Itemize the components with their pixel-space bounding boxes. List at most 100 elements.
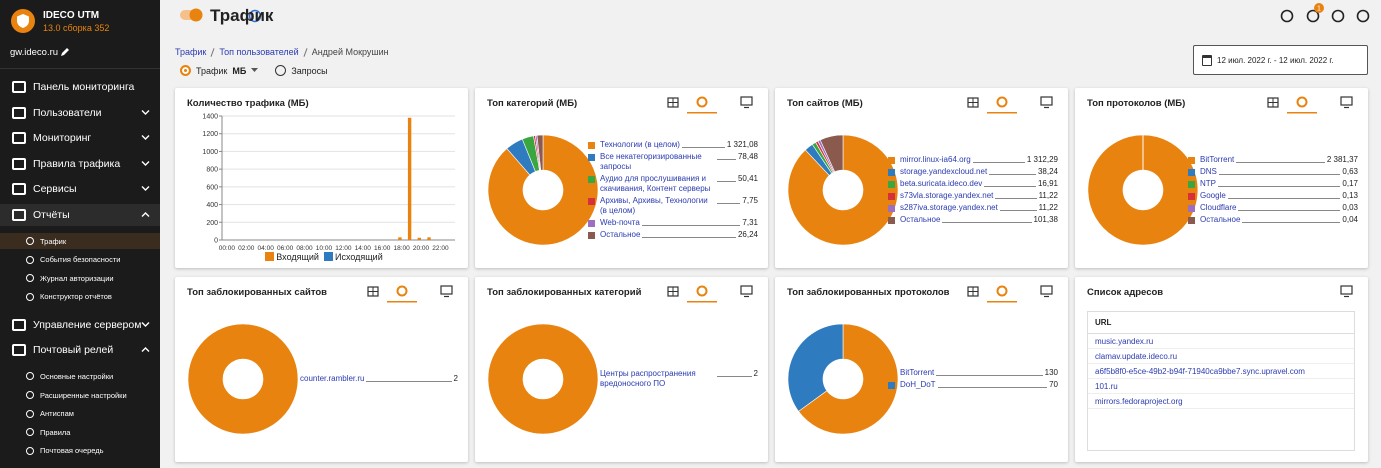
menu-item[interactable]: Почтовый релей <box>0 339 160 361</box>
legend-row[interactable]: s287iva.storage.yandex.net 11,22 <box>888 203 1058 213</box>
menu-item[interactable]: Мониторинг <box>0 127 160 149</box>
tab-chart[interactable] <box>987 96 1017 114</box>
legend-leader <box>717 369 752 377</box>
breadcrumb[interactable]: Трафик <box>175 47 207 57</box>
tab-chart[interactable] <box>987 285 1017 303</box>
menu-item[interactable]: Правила трафика <box>0 153 160 175</box>
chevron <box>141 109 150 115</box>
legend-row[interactable]: Остальное 101,38 <box>888 215 1058 225</box>
submenu-item[interactable]: Расширенные настройки <box>0 387 160 403</box>
chevron <box>141 212 150 217</box>
menu-label: Панель мониторинга <box>33 81 135 93</box>
tab-table[interactable] <box>967 97 979 108</box>
tab-table[interactable] <box>667 97 679 108</box>
legend-row[interactable]: storage.yandexcloud.net 38,24 <box>888 167 1058 177</box>
tab-chart[interactable] <box>687 285 717 303</box>
table-row[interactable]: a6f5b8f0-e5ce-49b2-b94f-71940ca9bbe7.syn… <box>1088 364 1354 379</box>
tab-table[interactable] <box>667 286 679 297</box>
table-row[interactable]: 101.ru <box>1088 379 1354 394</box>
legend-swatch <box>888 180 895 188</box>
legend-row[interactable]: Центры распространения вредоносного ПО 2 <box>588 369 758 389</box>
toolbar-icon[interactable] <box>1356 9 1370 23</box>
tab-fullscreen[interactable] <box>1340 96 1353 109</box>
menu-item[interactable]: Панель мониторинга <box>0 76 160 98</box>
submenu-item[interactable]: Правила <box>0 424 160 440</box>
breadcrumb[interactable]: Топ пользователей <box>219 47 299 57</box>
legend-leader <box>972 155 1025 163</box>
toggle-knob[interactable] <box>189 8 203 22</box>
submenu-item[interactable]: События безопасности <box>0 252 160 268</box>
submenu-item[interactable]: Журнал авторизации <box>0 270 160 286</box>
menu-item[interactable]: Пользователи <box>0 102 160 124</box>
table-row[interactable]: mirrors.fedoraproject.org <box>1088 394 1354 409</box>
legend-swatch <box>888 192 895 200</box>
pie-slice[interactable] <box>487 134 599 246</box>
pie-slice[interactable] <box>787 323 844 412</box>
legend-row[interactable]: DNS 0,63 <box>1188 167 1358 177</box>
legend-swatch <box>1188 216 1195 224</box>
tab-fullscreen[interactable] <box>740 285 753 298</box>
legend-row[interactable]: Cloudflare 0,03 <box>1188 203 1358 213</box>
radio-checked[interactable] <box>180 65 191 76</box>
legend-row[interactable]: DoH_DoT 70 <box>888 380 1058 390</box>
tab-table[interactable] <box>967 286 979 297</box>
legend-row[interactable]: Аудио для прослушивания и скачивания, Ко… <box>588 174 758 194</box>
legend-row[interactable]: BitTorrent 2 381,37 <box>1188 155 1358 165</box>
legend-row[interactable]: Все некатегоризированные запросы 78,48 <box>588 152 758 172</box>
tab-chart[interactable] <box>387 285 417 303</box>
table-row[interactable]: clamav.update.ideco.ru <box>1088 349 1354 364</box>
pie-slice[interactable] <box>536 134 544 171</box>
legend-row[interactable]: BitTorrent 130 <box>888 368 1058 378</box>
tab-table[interactable] <box>1267 97 1279 108</box>
submenu-icon <box>26 428 34 437</box>
tab-fullscreen[interactable] <box>1040 285 1053 298</box>
pie-slice[interactable] <box>187 323 299 435</box>
legend-row[interactable]: Web-почта 7,31 <box>588 218 758 228</box>
date-range[interactable]: 12 июл. 2022 г. - 12 июл. 2022 г. <box>1193 45 1368 75</box>
legend-row[interactable]: mirror.linux-ia64.org 1 312,29 <box>888 155 1058 165</box>
legend-row[interactable]: beta.suricata.ideco.dev 16,91 <box>888 179 1058 189</box>
tab-fullscreen[interactable] <box>1040 96 1053 109</box>
tab-table[interactable] <box>367 286 379 297</box>
legend-row[interactable]: Архивы, Архивы, Технологии (в целом) 7,75 <box>588 196 758 216</box>
submenu-item[interactable]: Почтовая очередь <box>0 443 160 459</box>
legend-label[interactable]: Входящий <box>276 252 319 262</box>
tab-fullscreen[interactable] <box>1340 285 1353 298</box>
pie-slice[interactable] <box>798 323 899 435</box>
tab-chart[interactable] <box>1287 96 1317 114</box>
radio-unchecked[interactable] <box>275 65 287 76</box>
legend-row[interactable]: Google 0,13 <box>1188 191 1358 201</box>
pie-slice[interactable] <box>819 134 844 173</box>
card: Топ заблокированных протоколов BitTorrent… <box>775 277 1068 462</box>
legend-label: BitTorrent <box>900 368 935 377</box>
menu-item[interactable]: Управление сервером <box>0 314 160 336</box>
submenu-item[interactable]: Антиспам <box>0 406 160 422</box>
legend-row[interactable]: NTP 0,17 <box>1188 179 1358 189</box>
pie-slice[interactable] <box>1087 134 1199 246</box>
tab-fullscreen[interactable] <box>440 285 453 298</box>
toolbar-icon[interactable] <box>1306 9 1320 23</box>
tab-chart[interactable] <box>687 96 717 114</box>
edit-icon[interactable] <box>60 47 70 57</box>
toolbar-icon[interactable] <box>1280 9 1294 23</box>
help-icon[interactable] <box>248 9 262 23</box>
table-row[interactable]: music.yandex.ru <box>1088 334 1354 349</box>
pie-slice[interactable] <box>787 134 899 246</box>
toolbar-icon[interactable] <box>1331 9 1345 23</box>
legend-value: 2 381,37 <box>1326 155 1358 164</box>
menu-item[interactable]: Сервисы <box>0 178 160 200</box>
submenu-item[interactable]: Конструктор отчётов <box>0 289 160 305</box>
submenu-item[interactable]: Основные настройки <box>0 368 160 384</box>
legend-row[interactable]: Остальное 26,24 <box>588 230 758 240</box>
legend-row[interactable]: Технологии (в целом) 1 321,08 <box>588 140 758 150</box>
x-tick-label: 18:00 <box>393 245 410 252</box>
submenu-item[interactable]: Трафик <box>0 233 160 249</box>
pie-slice[interactable] <box>487 323 599 435</box>
menu-item[interactable]: Отчёты <box>0 204 160 226</box>
unit-select[interactable]: МБ <box>232 65 247 76</box>
legend-label[interactable]: Исходящий <box>334 252 383 262</box>
tab-fullscreen[interactable] <box>740 96 753 109</box>
legend-row[interactable]: s73vla.storage.yandex.net 11,22 <box>888 191 1058 201</box>
legend-row[interactable]: Остальное 0,04 <box>1188 215 1358 225</box>
legend-row[interactable]: counter.rambler.ru 2 <box>288 374 458 384</box>
